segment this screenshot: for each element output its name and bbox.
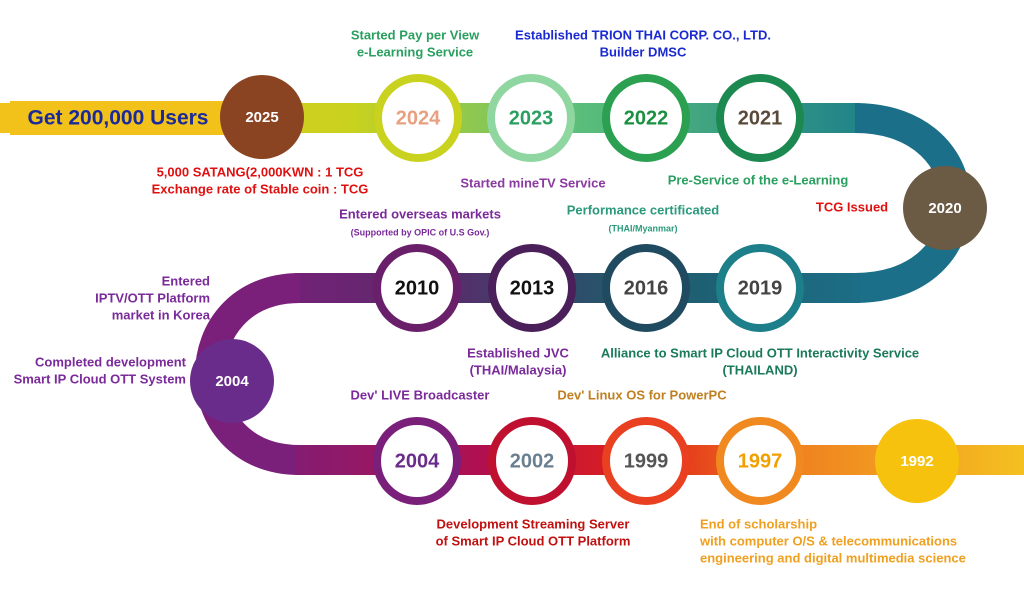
note-text: Started Pay per View [351, 27, 480, 42]
note-text: Builder DMSC [600, 44, 687, 59]
milestone-circle [488, 244, 576, 332]
milestone-year: 2025 [245, 109, 278, 126]
milestone-circle [903, 166, 987, 250]
milestone-year: 1999 [624, 450, 669, 472]
milestone-circle [374, 74, 462, 162]
milestone-year: 2002 [510, 450, 555, 472]
note-text: Alliance to Smart IP Cloud OTT Interacti… [601, 345, 919, 360]
milestone-circle [716, 244, 804, 332]
note-text: Established TRION THAI CORP. CO., LTD. [515, 27, 771, 42]
milestone-year: 1997 [738, 450, 783, 472]
note-text: (THAI/Myanmar) [608, 223, 677, 233]
note-text: Entered overseas markets [339, 206, 501, 221]
milestone-year: 2019 [738, 277, 783, 299]
milestone-year: 2020 [928, 200, 961, 217]
milestone-circle [602, 417, 690, 505]
note-text: Exchange rate of Stable coin : TCG [152, 181, 369, 196]
milestone-circle [716, 417, 804, 505]
milestone-circle [373, 244, 461, 332]
milestone-circle [488, 417, 576, 505]
milestone-circle [487, 74, 575, 162]
note-text: market in Korea [112, 307, 211, 322]
goal-text: Get 200,000 Users [28, 107, 209, 130]
note-text: Development Streaming Server [437, 516, 630, 531]
note-text: engineering and digital multimedia scien… [700, 550, 966, 565]
milestone-circle [602, 244, 690, 332]
milestone-year: 2004 [395, 450, 440, 472]
note-text: (THAI/Malaysia) [470, 362, 567, 377]
note-text: Started mineTV Service [460, 175, 605, 190]
milestone-year: 2010 [395, 277, 440, 299]
note-text: Pre-Service of the e-Learning [668, 172, 849, 187]
milestone-circle [716, 74, 804, 162]
milestone-circle [220, 75, 304, 159]
note-text: Entered [162, 273, 210, 288]
note-text: Established JVC [467, 345, 569, 360]
note-text: Dev' Linux OS for PowerPC [557, 387, 727, 402]
milestone-year: 2013 [510, 277, 555, 299]
milestone-year: 2022 [624, 107, 669, 129]
milestone-year: 1992 [900, 453, 933, 470]
goal-box [10, 101, 232, 135]
note-text: (Supported by OPIC of U.S Gov.) [351, 227, 490, 237]
note-text: Performance certificated [567, 202, 720, 217]
note-text: Smart IP Cloud OTT System [14, 371, 186, 386]
note-text: with computer O/S & telecommunications [699, 533, 957, 548]
note-text: End of scholarship [700, 516, 817, 531]
note-text: (THAILAND) [722, 362, 797, 377]
note-text: 5,000 SATANG(2,000KWN : 1 TCG [157, 164, 364, 179]
milestone-year: 2021 [738, 107, 783, 129]
milestone-year: 2024 [396, 107, 441, 129]
note-text: TCG Issued [816, 199, 888, 214]
milestone-circle [602, 74, 690, 162]
note-text: Dev' LIVE Broadcaster [351, 387, 490, 402]
milestone-circle [875, 419, 959, 503]
note-text: Completed development [35, 354, 187, 369]
milestone-circle [373, 417, 461, 505]
note-text: IPTV/OTT Platform [95, 290, 210, 305]
note-text: e-Learning Service [357, 44, 473, 59]
note-text: of Smart IP Cloud OTT Platform [436, 533, 631, 548]
milestone-year: 2016 [624, 277, 669, 299]
milestone-year: 2023 [509, 107, 554, 129]
milestone-year: 2004 [215, 373, 249, 390]
milestone-circle [190, 339, 274, 423]
